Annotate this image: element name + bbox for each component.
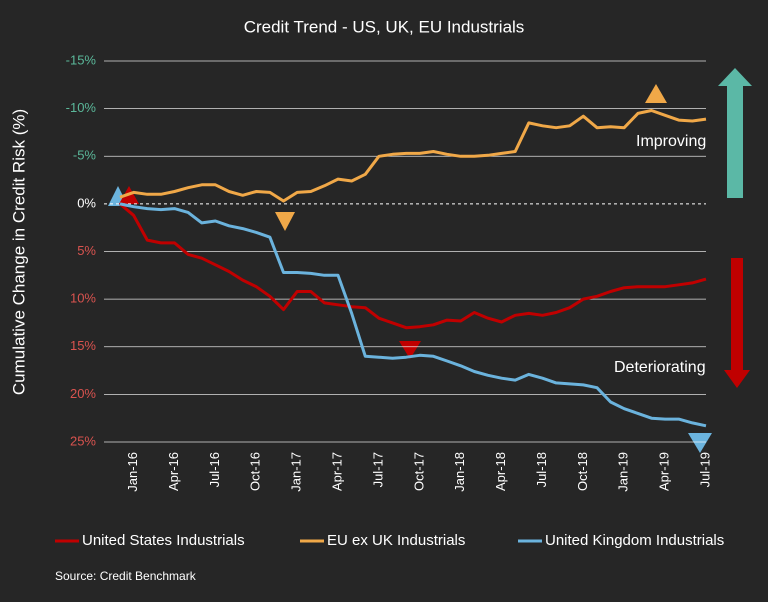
x-tick-label: Jul-17 — [370, 452, 385, 487]
x-tick-label: Oct-17 — [411, 452, 426, 491]
x-tick-label: Apr-16 — [166, 452, 181, 491]
legend-label: United Kingdom Industrials — [545, 532, 724, 549]
x-tick-label: Apr-18 — [493, 452, 508, 491]
x-tick-label: Apr-19 — [657, 452, 672, 491]
legend-label: United States Industrials — [82, 532, 245, 549]
x-tick-label: Apr-17 — [329, 452, 344, 491]
marker — [645, 84, 667, 103]
x-tick-label: Jan-17 — [289, 452, 304, 492]
y-tick-label: -15% — [66, 52, 97, 67]
y-tick-label: -10% — [66, 100, 97, 115]
marker — [688, 433, 712, 453]
improving-arrow — [718, 68, 752, 198]
annotation: Deteriorating — [614, 359, 706, 376]
deteriorating-arrow — [724, 258, 750, 388]
x-tick-label: Oct-16 — [248, 452, 263, 491]
marker — [399, 341, 421, 359]
x-tick-label: Jan-19 — [616, 452, 631, 492]
x-tick-label: Jan-18 — [452, 452, 467, 492]
source: Source: Credit Benchmark — [55, 569, 197, 583]
y-axis-label: Cumulative Change in Credit Risk (%) — [9, 109, 28, 395]
chart-title: Credit Trend - US, UK, EU Industrials — [244, 17, 525, 36]
y-tick-label: -5% — [73, 148, 97, 163]
x-tick-label: Oct-18 — [575, 452, 590, 491]
y-tick-label: 25% — [70, 433, 96, 448]
x-tick-label: Jul-19 — [697, 452, 712, 487]
annotation: Improving — [636, 133, 706, 150]
y-tick-label: 10% — [70, 291, 96, 306]
y-tick-label: 0% — [77, 195, 96, 210]
series-line — [119, 202, 707, 428]
y-tick-label: 15% — [70, 338, 96, 353]
x-tick-label: Jan-16 — [125, 452, 140, 492]
series-line — [119, 109, 707, 203]
marker — [275, 212, 295, 231]
x-tick-label: Jul-18 — [534, 452, 549, 487]
series-line — [119, 202, 707, 330]
y-tick-label: 20% — [70, 386, 96, 401]
x-tick-label: Jul-16 — [207, 452, 222, 487]
legend-label: EU ex UK Industrials — [327, 532, 465, 549]
y-tick-label: 5% — [77, 243, 96, 258]
